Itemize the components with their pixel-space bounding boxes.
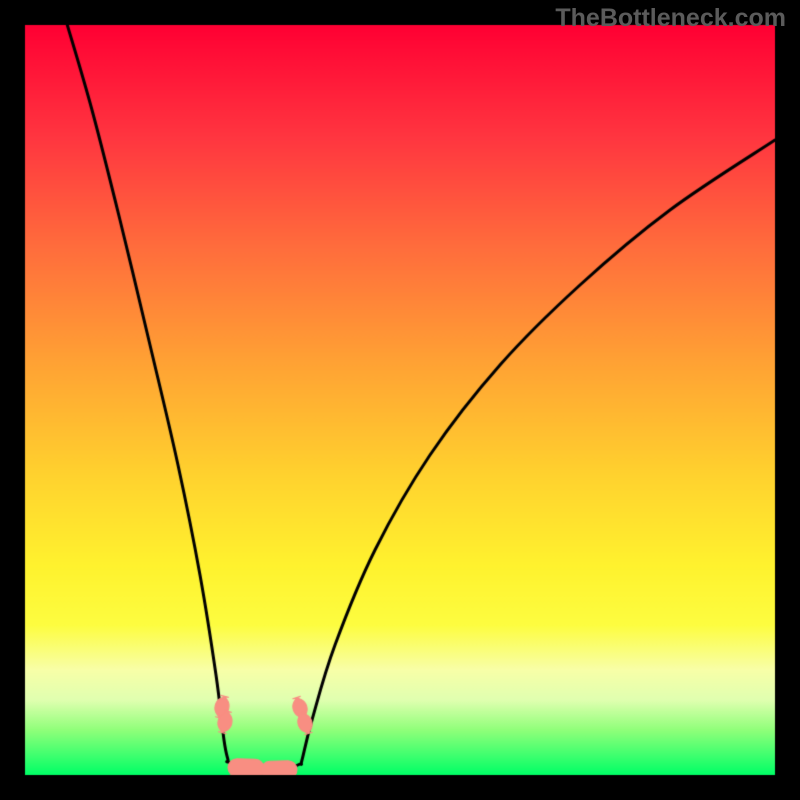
watermark-text: TheBottleneck.com [555,4,786,33]
bottleneck-chart-canvas [0,0,800,800]
